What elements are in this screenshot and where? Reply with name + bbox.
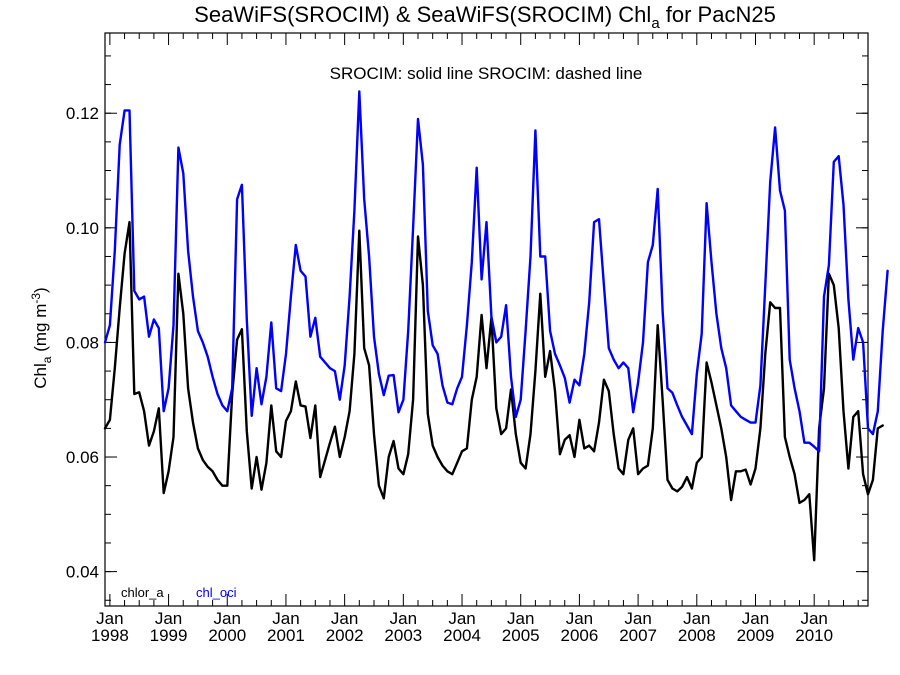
x-tick-month: Jan — [214, 609, 241, 628]
legend-entry-chlor-a: chlor_a — [121, 585, 164, 600]
x-tick-year: 2010 — [795, 626, 833, 645]
x-tick-month: Jan — [390, 609, 417, 628]
legend-entry-chl-oci: chl_oci — [196, 585, 237, 600]
x-tick-month: Jan — [448, 609, 475, 628]
y-axis-label: Chla (mg m-3) — [29, 287, 54, 388]
line-style-annotation: SROCIM: solid line SROCIM: dashed line — [330, 64, 643, 83]
chart-title: SeaWiFS(SROCIM) & SeaWiFS(SROCIM) Chla f… — [194, 2, 776, 32]
x-tick-month: Jan — [331, 609, 358, 628]
x-tick-year: 2000 — [208, 626, 246, 645]
y-tick-label: 0.08 — [66, 333, 99, 352]
x-tick-month: Jan — [155, 609, 182, 628]
x-tick-month: Jan — [742, 609, 769, 628]
y-tick-label: 0.10 — [66, 219, 99, 238]
x-tick-year: 2005 — [502, 626, 540, 645]
x-tick-month: Jan — [566, 609, 593, 628]
series-line-chl-oci — [103, 90, 889, 453]
y-tick-label: 0.12 — [66, 104, 99, 123]
series-line-chlor-a — [103, 220, 884, 562]
x-tick-year: 1998 — [91, 626, 129, 645]
y-axis-ticks: 0.04 0.06 0.08 0.10 0.12 — [66, 55, 868, 601]
x-tick-month: Jan — [683, 609, 710, 628]
x-tick-year: 2008 — [678, 626, 716, 645]
x-tick-month: Jan — [272, 609, 299, 628]
x-tick-month: Jan — [507, 609, 534, 628]
plot-frame — [104, 32, 869, 607]
x-tick-year: 2004 — [443, 626, 481, 645]
x-tick-year: 2009 — [737, 626, 775, 645]
x-tick-year: 2002 — [326, 626, 364, 645]
series-layer — [103, 90, 889, 562]
x-tick-month: Jan — [624, 609, 651, 628]
x-tick-month: Jan — [96, 609, 123, 628]
x-tick-year: 2001 — [267, 626, 305, 645]
legend: chlor_a chl_oci — [121, 585, 237, 600]
x-axis-ticks: Jan1998Jan1999Jan2000Jan2001Jan2002Jan20… — [91, 33, 859, 645]
x-tick-year: 2006 — [560, 626, 598, 645]
y-tick-label: 0.06 — [66, 448, 99, 467]
x-tick-year: 2003 — [384, 626, 422, 645]
x-tick-year: 2007 — [619, 626, 657, 645]
y-tick-label: 0.04 — [66, 563, 99, 582]
x-tick-year: 1999 — [150, 626, 188, 645]
x-tick-month: Jan — [800, 609, 827, 628]
